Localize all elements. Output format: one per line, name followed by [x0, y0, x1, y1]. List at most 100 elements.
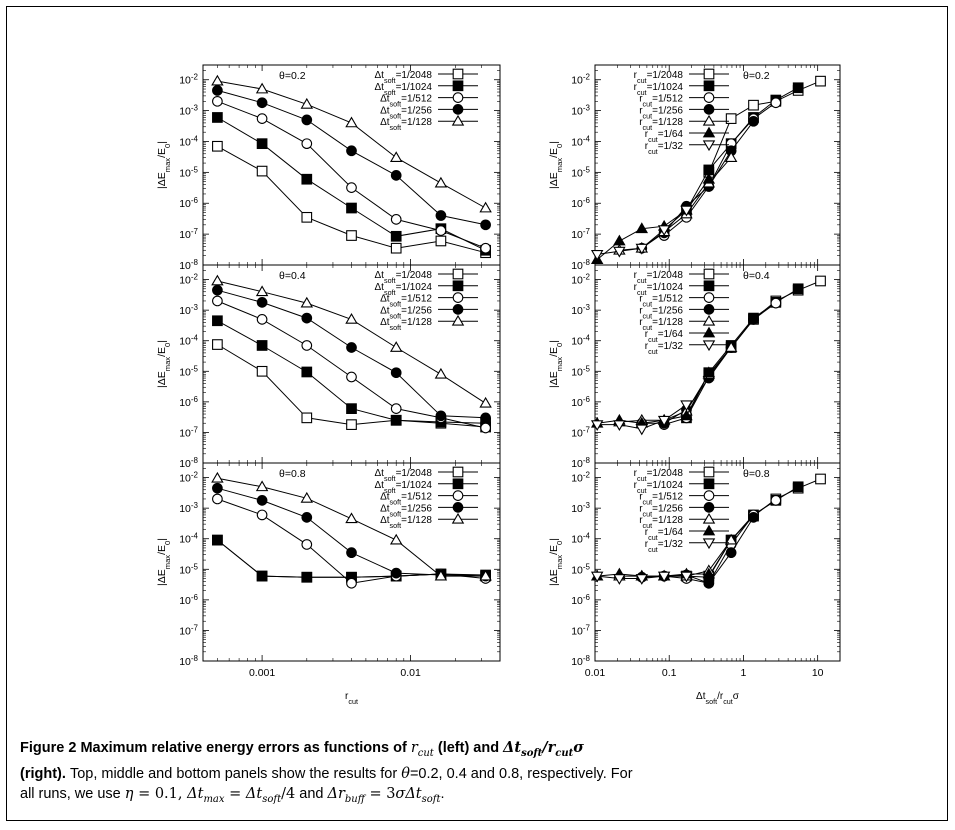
x-axis-label: Δtsoft/rcutσ	[696, 691, 740, 706]
caption-title-c: (right).	[20, 765, 66, 782]
caption-math-eta: η = 0.1, Δtmax = Δtsoft/4	[124, 785, 296, 805]
y-tick-label: 10-7	[179, 425, 198, 440]
y-tick-label: 10-3	[571, 103, 590, 118]
data-point	[346, 230, 357, 241]
data-point	[212, 339, 223, 350]
figure-caption: Figure 2 Maximum relative energy errors …	[20, 739, 633, 805]
data-point	[725, 113, 737, 124]
panel-right-top: 10-8 10-7 10-6 10-5 10-4 10-3 10-2 |ΔEmax/E0| θ=…	[548, 64, 841, 272]
series-line	[686, 288, 799, 419]
y-axis-label: |ΔEmax/E0|	[548, 538, 564, 586]
data-point	[702, 172, 716, 184]
legend-marker	[452, 280, 464, 292]
data-point	[590, 420, 604, 432]
data-point	[211, 74, 224, 86]
legend-label: rcut=1/32	[645, 341, 684, 356]
data-point	[613, 234, 626, 246]
data-point	[301, 539, 313, 550]
data-point	[724, 151, 738, 163]
data-point	[345, 512, 358, 524]
legend-label: Δtsoft=1/512	[380, 294, 432, 309]
data-point	[724, 341, 738, 352]
y-tick-label: 10-4	[571, 134, 590, 149]
data-point	[748, 512, 759, 523]
data-point	[657, 571, 671, 583]
legend: Δtsoft=1/2048Δtsoft=1/1024Δtsoft=1/512Δt…	[375, 466, 478, 530]
data-point	[590, 571, 604, 583]
legend-marker	[702, 326, 716, 338]
y-axis-label: |ΔEmax/E0|	[548, 340, 564, 388]
legend-label: Δtsoft=1/128	[380, 117, 432, 132]
panel-left-bottom: 10-8 10-7 10-6 10-5 10-4 10-3 10-2 0.001 0.01 rcu…	[156, 462, 501, 706]
data-point	[256, 495, 268, 506]
data-point	[346, 145, 357, 157]
panel-left-top: 10-8 10-7 10-6 10-5 10-4 10-3 10-2 |ΔEmax/E0| θ=…	[156, 64, 501, 273]
legend-marker	[452, 292, 464, 303]
y-tick-label: 10-8	[179, 258, 198, 273]
data-point	[770, 97, 782, 109]
series-2	[681, 283, 804, 424]
data-point	[434, 176, 448, 188]
legend-marker	[703, 92, 715, 103]
data-point	[300, 491, 314, 503]
data-point	[346, 419, 357, 430]
legend-marker	[702, 140, 716, 152]
data-point	[635, 574, 649, 585]
y-axis-label: |ΔEmax/E0|	[156, 538, 172, 586]
y-tick-label: 10-2	[179, 470, 198, 485]
data-point	[256, 314, 268, 325]
data-point	[435, 410, 447, 422]
data-point	[255, 285, 269, 297]
panel-right-middle: 10-8 10-7 10-6 10-5 10-4 10-3 10-2 |ΔEmax/E0| θ=…	[548, 264, 841, 470]
x-tick-label: 0.001	[249, 667, 275, 679]
panel-annotation: θ=0.8	[279, 468, 306, 480]
series-4	[212, 85, 491, 231]
y-tick-label: 10-2	[179, 272, 198, 287]
legend-label: rcut=1/2048	[634, 270, 684, 285]
legend: rcut=1/2048rcut=1/1024rcut=1/512rcut=1/2…	[634, 268, 729, 356]
y-tick-label: 10-6	[571, 394, 590, 409]
data-point	[480, 412, 491, 424]
y-tick-label: 10-5	[179, 364, 198, 379]
legend-marker	[702, 512, 716, 524]
legend-label: rcut=1/2048	[634, 70, 684, 85]
caption-title-a: Maximum relative energy errors as functi…	[80, 740, 407, 756]
legend-label: Δtsoft=1/256	[380, 503, 432, 518]
data-point	[212, 85, 223, 96]
legend-label: rcut=1/256	[639, 503, 683, 518]
data-point	[301, 366, 313, 378]
legend-label: rcut=1/512	[639, 94, 683, 109]
y-axis-label: |ΔEmax/E0|	[548, 141, 564, 189]
legend-label: rcut=1/512	[639, 294, 683, 309]
data-point	[211, 274, 224, 286]
legend-marker	[703, 68, 715, 80]
legend-label: rcut=1/128	[639, 317, 683, 332]
series-4	[636, 314, 759, 429]
y-tick-label: 10-5	[179, 165, 198, 180]
panel-annotation: θ=0.4	[279, 270, 306, 282]
series-line	[708, 80, 821, 173]
panel-frame	[594, 462, 841, 662]
data-point	[212, 493, 223, 505]
series-line	[619, 157, 732, 251]
legend-label: rcut=1/128	[639, 515, 683, 530]
y-tick-label: 10-5	[571, 562, 590, 577]
data-point	[255, 82, 269, 94]
legend-label: rcut=1/1024	[634, 282, 684, 297]
series-7	[590, 400, 693, 436]
data-point	[301, 138, 313, 150]
data-point	[479, 396, 492, 408]
series-6	[590, 172, 716, 264]
legend-marker	[702, 524, 716, 536]
legend-marker	[703, 268, 715, 280]
data-point	[255, 480, 269, 492]
y-tick-label: 10-4	[179, 134, 198, 149]
data-point	[792, 82, 804, 94]
series-1	[703, 75, 826, 178]
caption-label: Figure 2	[20, 740, 77, 756]
data-point	[435, 225, 447, 236]
data-point	[748, 99, 759, 111]
caption-body-a: Top, middle and bottom panels show the r…	[69, 765, 398, 782]
data-point	[256, 113, 268, 124]
series-5	[211, 471, 492, 581]
